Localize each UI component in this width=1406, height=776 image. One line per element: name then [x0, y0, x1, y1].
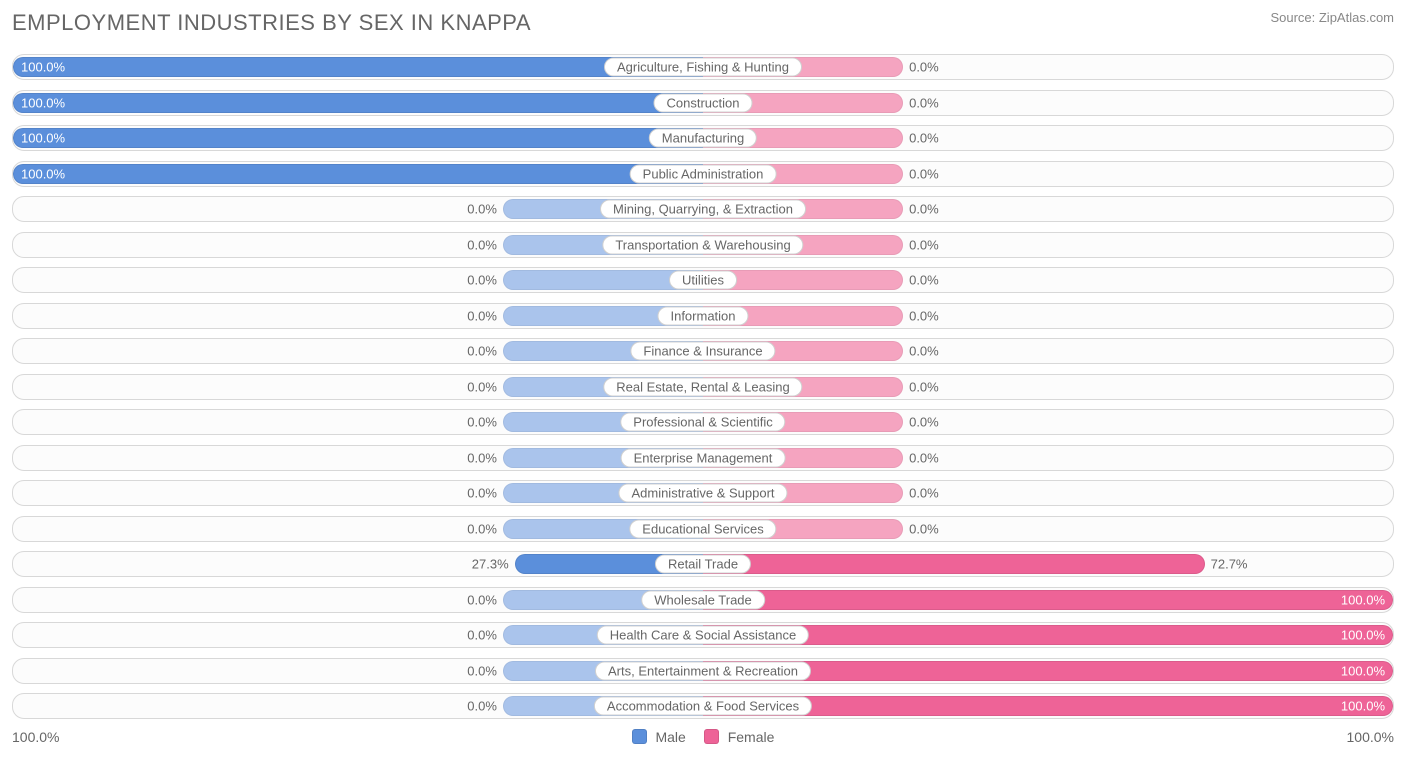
chart-row: Health Care & Social Assistance 0.0% 100.0…	[12, 622, 1394, 648]
male-swatch-icon	[632, 729, 647, 744]
female-value: 0.0%	[909, 202, 939, 217]
male-bar	[13, 93, 703, 113]
chart-source: Source: ZipAtlas.com	[1270, 10, 1394, 25]
legend-female: Female	[704, 729, 775, 745]
female-value: 100.0%	[1341, 592, 1385, 607]
chart-footer: 100.0% Male Female 100.0%	[12, 729, 1394, 745]
chart-row: Utilities 0.0% 0.0%	[12, 267, 1394, 293]
female-value: 0.0%	[909, 131, 939, 146]
chart-row: Public Administration 100.0% 0.0%	[12, 161, 1394, 187]
category-label: Health Care & Social Assistance	[597, 626, 809, 645]
male-bar	[13, 57, 703, 77]
female-value: 0.0%	[909, 344, 939, 359]
category-label: Professional & Scientific	[620, 413, 785, 432]
female-bar	[703, 554, 1205, 574]
female-value: 100.0%	[1341, 628, 1385, 643]
male-bar	[13, 164, 703, 184]
category-label: Administrative & Support	[618, 484, 787, 503]
category-label: Retail Trade	[655, 555, 751, 574]
chart-row: Mining, Quarrying, & Extraction 0.0% 0.0%	[12, 196, 1394, 222]
female-value: 100.0%	[1341, 663, 1385, 678]
female-value: 0.0%	[909, 486, 939, 501]
chart-row: Accommodation & Food Services 0.0% 100.0%	[12, 693, 1394, 719]
male-value: 100.0%	[21, 95, 65, 110]
male-value: 0.0%	[467, 521, 497, 536]
male-value: 100.0%	[21, 60, 65, 75]
category-label: Construction	[654, 93, 753, 112]
female-value: 0.0%	[909, 166, 939, 181]
chart-row: Transportation & Warehousing 0.0% 0.0%	[12, 232, 1394, 258]
male-value: 0.0%	[467, 415, 497, 430]
axis-right-label: 100.0%	[1347, 729, 1394, 745]
male-value: 0.0%	[467, 237, 497, 252]
female-value: 0.0%	[909, 237, 939, 252]
female-value: 0.0%	[909, 273, 939, 288]
category-label: Real Estate, Rental & Leasing	[603, 377, 802, 396]
female-value: 0.0%	[909, 60, 939, 75]
chart-row: Educational Services 0.0% 0.0%	[12, 516, 1394, 542]
male-bar	[13, 128, 703, 148]
legend-male-label: Male	[655, 729, 685, 745]
male-value: 0.0%	[467, 450, 497, 465]
chart-row: Professional & Scientific 0.0% 0.0%	[12, 409, 1394, 435]
chart-row: Wholesale Trade 0.0% 100.0%	[12, 587, 1394, 613]
legend-female-label: Female	[728, 729, 775, 745]
chart-title: EMPLOYMENT INDUSTRIES BY SEX IN KNAPPA	[12, 10, 531, 36]
male-value: 0.0%	[467, 344, 497, 359]
category-label: Mining, Quarrying, & Extraction	[600, 200, 806, 219]
male-value: 100.0%	[21, 131, 65, 146]
male-value: 0.0%	[467, 486, 497, 501]
female-value: 100.0%	[1341, 699, 1385, 714]
male-value: 0.0%	[467, 202, 497, 217]
chart-row: Administrative & Support 0.0% 0.0%	[12, 480, 1394, 506]
male-value: 100.0%	[21, 166, 65, 181]
category-label: Arts, Entertainment & Recreation	[595, 661, 811, 680]
chart-row: Agriculture, Fishing & Hunting 100.0% 0.0%	[12, 54, 1394, 80]
female-bar	[703, 590, 1393, 610]
category-label: Agriculture, Fishing & Hunting	[604, 58, 802, 77]
female-value: 72.7%	[1211, 557, 1248, 572]
female-value: 0.0%	[909, 379, 939, 394]
category-label: Information	[657, 306, 748, 325]
chart-body: Agriculture, Fishing & Hunting 100.0% 0.0%…	[12, 54, 1394, 719]
male-value: 0.0%	[467, 273, 497, 288]
chart-row: Information 0.0% 0.0%	[12, 303, 1394, 329]
category-label: Educational Services	[629, 519, 776, 538]
category-label: Manufacturing	[649, 129, 757, 148]
chart-row: Real Estate, Rental & Leasing 0.0% 0.0%	[12, 374, 1394, 400]
female-value: 0.0%	[909, 521, 939, 536]
chart-row: Manufacturing 100.0% 0.0%	[12, 125, 1394, 151]
chart-row: Arts, Entertainment & Recreation 0.0% 100.…	[12, 658, 1394, 684]
chart-header: EMPLOYMENT INDUSTRIES BY SEX IN KNAPPA S…	[12, 10, 1394, 36]
chart-row: Finance & Insurance 0.0% 0.0%	[12, 338, 1394, 364]
category-label: Finance & Insurance	[630, 342, 775, 361]
chart-row: Construction 100.0% 0.0%	[12, 90, 1394, 116]
female-value: 0.0%	[909, 308, 939, 323]
chart-row: Enterprise Management 0.0% 0.0%	[12, 445, 1394, 471]
male-value: 0.0%	[467, 663, 497, 678]
legend: Male Female	[632, 729, 775, 745]
male-value: 0.0%	[467, 628, 497, 643]
male-value: 0.0%	[467, 308, 497, 323]
male-value: 27.3%	[472, 557, 509, 572]
category-label: Utilities	[669, 271, 737, 290]
chart-row: Retail Trade 27.3% 72.7%	[12, 551, 1394, 577]
female-value: 0.0%	[909, 95, 939, 110]
male-value: 0.0%	[467, 592, 497, 607]
female-swatch-icon	[704, 729, 719, 744]
male-value: 0.0%	[467, 699, 497, 714]
female-value: 0.0%	[909, 415, 939, 430]
category-label: Wholesale Trade	[641, 590, 765, 609]
female-value: 0.0%	[909, 450, 939, 465]
male-value: 0.0%	[467, 379, 497, 394]
legend-male: Male	[632, 729, 686, 745]
category-label: Public Administration	[630, 164, 777, 183]
category-label: Accommodation & Food Services	[594, 697, 812, 716]
axis-left-label: 100.0%	[12, 729, 59, 745]
category-label: Enterprise Management	[621, 448, 786, 467]
category-label: Transportation & Warehousing	[602, 235, 803, 254]
